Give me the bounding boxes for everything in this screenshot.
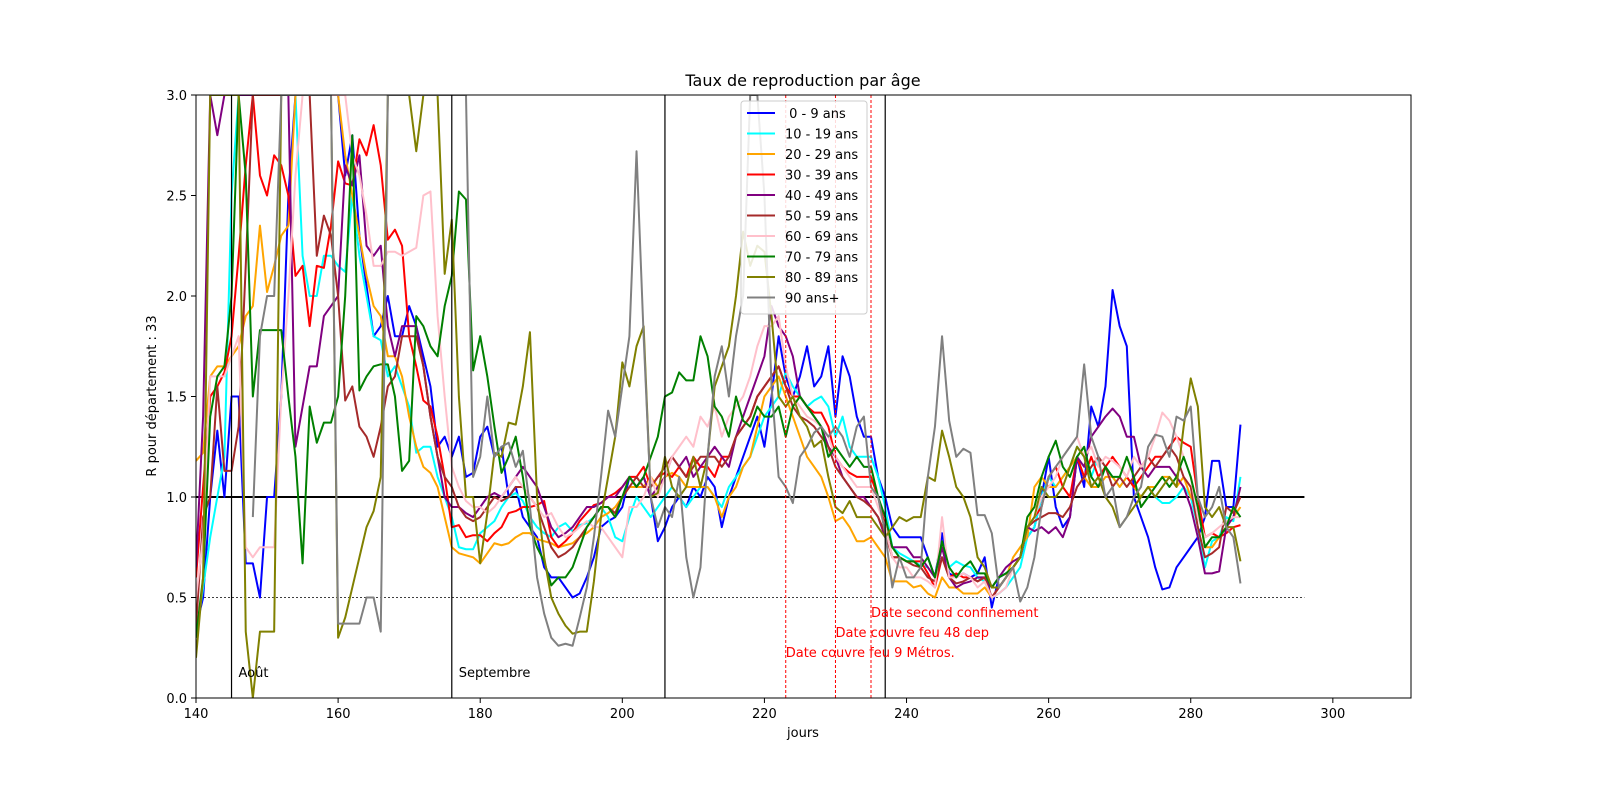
event-label: Date couvre feu 9 Métros.: [786, 646, 955, 661]
month-marker-label: Septembre: [459, 666, 531, 681]
x-tick-label: 220: [752, 707, 777, 722]
month-marker-label: Août: [239, 666, 269, 681]
legend-label: 0 - 9 ans: [785, 107, 846, 122]
legend-label: 30 - 39 ans: [785, 169, 858, 184]
legend-label: 10 - 19 ans: [785, 128, 858, 143]
x-tick-label: 180: [468, 707, 493, 722]
legend: 0 - 9 ans 10 - 19 ans 20 - 29 ans 30 - 39 a…: [740, 100, 868, 315]
series-line-3: [196, 95, 1241, 599]
legend-label: 40 - 49 ans: [785, 189, 858, 204]
legend-label: 90 ans+: [785, 292, 840, 307]
legend-label: 60 - 69 ans: [785, 230, 858, 245]
y-tick-label: 0.5: [166, 592, 187, 607]
series-line-7: [196, 95, 1242, 638]
legend-label: 20 - 29 ans: [785, 148, 858, 163]
axes: 140 160 180 200 220 240 260 280 300 0.0 0.5 1.0 1.5 2…: [166, 89, 1412, 722]
y-tick-label: 2.5: [166, 190, 187, 205]
legend-label: 70 - 79 ans: [785, 251, 858, 266]
series-line-4: [196, 95, 1242, 589]
x-axis-title: jours: [786, 726, 819, 741]
chart-title: Taux de reproduction par âge: [684, 71, 920, 90]
x-tick-label: 240: [894, 707, 919, 722]
legend-label: 50 - 59 ans: [785, 210, 858, 225]
y-tick-label: 1.0: [166, 491, 187, 506]
x-tick-label: 260: [1036, 707, 1061, 722]
x-tick-label: 200: [610, 707, 635, 722]
event-label: Date second confinement: [871, 606, 1038, 621]
event-label: Date couvre feu 48 dep: [835, 626, 989, 641]
x-tick-label: 280: [1178, 707, 1203, 722]
series-line-8: [196, 95, 1242, 698]
y-tick-label: 2.0: [166, 290, 187, 305]
plot-clip-group: [196, 95, 1305, 698]
x-tick-label: 160: [326, 707, 351, 722]
plot-area: Août Septembre Date couvre feu 9 Métros. Da…: [196, 95, 1305, 698]
legend-label: 80 - 89 ans: [785, 271, 858, 286]
y-tick-label: 1.5: [166, 391, 187, 406]
y-tick-label: 3.0: [166, 89, 187, 104]
x-tick-label: 140: [184, 707, 209, 722]
x-tick-label: 300: [1320, 707, 1345, 722]
y-axis-title: R pour département : 33: [145, 315, 160, 476]
y-tick-label: 0.0: [166, 692, 187, 707]
series-line-5: [196, 95, 1242, 628]
